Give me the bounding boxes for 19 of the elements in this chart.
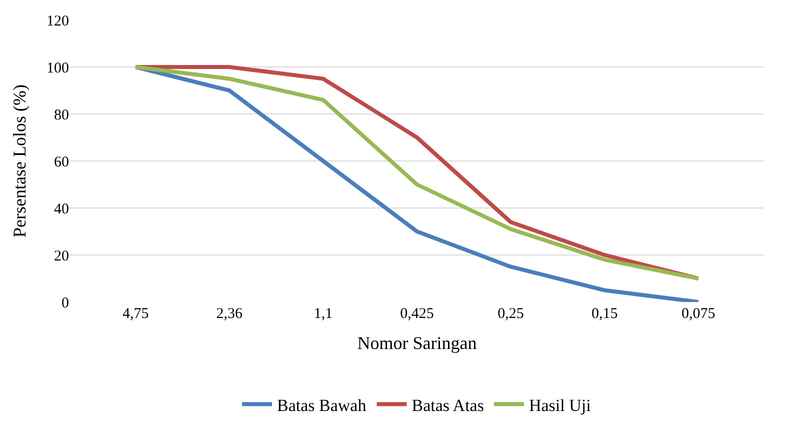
legend-label: Hasil Uji <box>528 396 592 415</box>
legend-label: Batas Bawah <box>277 396 367 415</box>
x-tick-label: 0,425 <box>400 306 434 322</box>
y-tick-label: 60 <box>54 154 69 170</box>
y-tick-label: 40 <box>54 201 69 218</box>
y-tick-label: 0 <box>62 295 69 312</box>
x-tick-label: 0,075 <box>681 306 716 322</box>
x-tick-label: 0,15 <box>591 306 618 322</box>
y-tick-label: 100 <box>46 60 69 76</box>
x-tick-label: 4,75 <box>122 306 149 322</box>
y-tick-label: 20 <box>54 248 69 264</box>
y-axis-title: Persentase Lolos (%) <box>10 84 30 238</box>
x-tick-label: 2,36 <box>216 306 244 322</box>
legend-label: Batas Atas <box>412 396 484 415</box>
x-tick-label: 0,25 <box>498 306 524 322</box>
x-tick-label: 1,1 <box>314 306 333 322</box>
x-axis-title: Nomor Saringan <box>357 333 477 354</box>
y-tick-label: 120 <box>46 13 69 30</box>
y-tick-label: 80 <box>54 107 69 124</box>
